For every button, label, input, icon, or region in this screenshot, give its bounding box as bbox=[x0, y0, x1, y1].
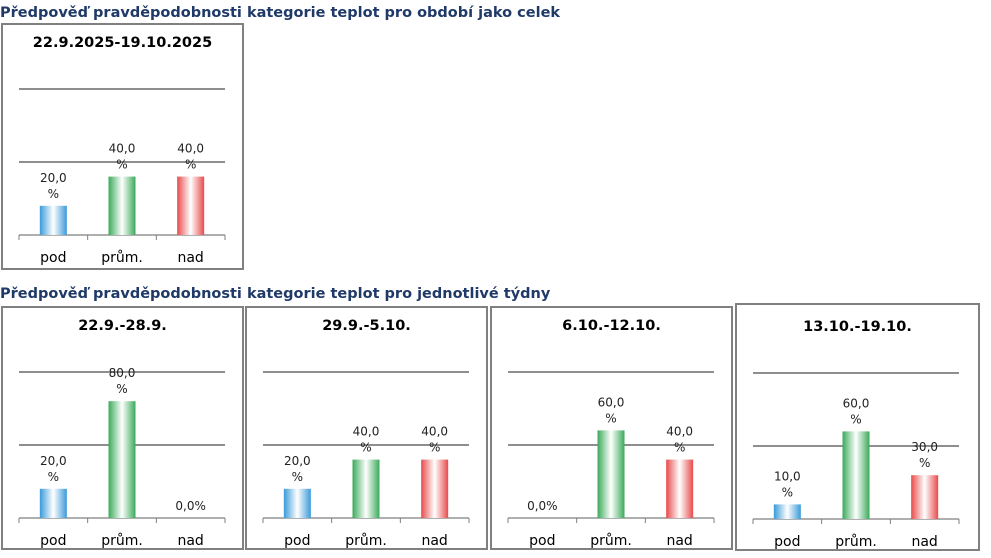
bar-nad bbox=[177, 176, 205, 235]
value-label-prum: 60,0% bbox=[843, 396, 870, 426]
chart-title: 22.9.2025-19.10.2025 bbox=[32, 35, 213, 51]
bar-chart: 20,0 % pod 80,0 % prům. 0,0% nad bbox=[18, 366, 226, 549]
value-label-pod: 20,0% bbox=[40, 454, 67, 484]
bar-prum bbox=[597, 430, 625, 518]
value-label-nad: 40,0% bbox=[666, 425, 693, 455]
category-label-pod: pod bbox=[40, 533, 66, 549]
chart-panel-week-4: 13.10.-19.10. 10,0% pod 60,0% prům. 30,0% nad bbox=[735, 303, 980, 551]
bar-prum bbox=[108, 401, 136, 518]
category-label-prum: prům. bbox=[101, 533, 143, 549]
period-section-title: Předpověď pravděpodobnosti kategorie tep… bbox=[0, 5, 561, 21]
value-label-pod: 20,0% bbox=[284, 454, 311, 484]
weekly-section-title: Předpověď pravděpodobnosti kategorie tep… bbox=[0, 286, 551, 302]
bar-nad bbox=[911, 475, 939, 519]
bar-nad bbox=[666, 459, 694, 518]
category-label-pod: pod bbox=[40, 250, 66, 266]
bar-chart: 20,0 % pod 40,0 % prům. 40,0 % nad bbox=[262, 371, 470, 549]
chart-panel-week-2: 29.9.-5.10. 20,0% pod 40,0% prům. 40,0% nad bbox=[245, 306, 488, 550]
value-label-nad: 40,0% bbox=[421, 425, 448, 455]
chart-title: 22.9.-28.9. bbox=[78, 318, 167, 334]
category-label-prum: prům. bbox=[345, 533, 387, 549]
value-label-nad: 30,0% bbox=[911, 440, 938, 470]
chart-title: 6.10.-12.10. bbox=[562, 318, 661, 334]
category-label-nad: nad bbox=[177, 250, 203, 266]
value-label-prum: 40,0% bbox=[109, 142, 136, 172]
category-label-nad: nad bbox=[421, 533, 447, 549]
value-label-pod: 0,0% bbox=[527, 499, 558, 513]
bar-prum bbox=[842, 431, 870, 519]
chart-panel-period: 22.9.2025-19.10.2025 20,0% pod 40,0% prům. 4… bbox=[1, 23, 244, 270]
value-label-nad: 40,0% bbox=[177, 142, 204, 172]
chart-title: 13.10.-19.10. bbox=[803, 319, 912, 335]
bar-pod bbox=[39, 488, 67, 518]
category-label-prum: prům. bbox=[101, 250, 143, 266]
category-label-prum: prům. bbox=[590, 533, 632, 549]
bar-chart: 20,0 % pod 40,0 % prům. 40,0 % nad bbox=[18, 88, 226, 266]
bar-nad bbox=[421, 459, 449, 518]
bar-prum bbox=[108, 176, 136, 235]
category-label-nad: nad bbox=[911, 534, 937, 550]
category-label-nad: nad bbox=[177, 533, 203, 549]
bar-pod bbox=[39, 205, 67, 235]
chart-title: 29.9.-5.10. bbox=[322, 318, 411, 334]
bar-prum bbox=[352, 459, 380, 518]
category-label-prum: prům. bbox=[835, 534, 877, 550]
value-label-prum: 40,0% bbox=[353, 425, 380, 455]
category-label-pod: pod bbox=[284, 533, 310, 549]
value-label-nad: 0,0% bbox=[175, 499, 206, 513]
chart-panel-week-1: 22.9.-28.9. 20,0% pod 80,0% prům. 0,0% nad bbox=[1, 306, 244, 550]
value-label-pod: 10,0% bbox=[774, 469, 801, 499]
bar-chart: 0,0% pod 60,0 % prům. 40,0 % nad bbox=[507, 371, 715, 549]
category-label-nad: nad bbox=[666, 533, 692, 549]
bar-chart: 10,0 % pod 60,0 % prům. 30,0 % nad bbox=[752, 372, 960, 550]
value-label-prum: 80,0% bbox=[109, 366, 136, 396]
chart-panel-week-3: 6.10.-12.10. 0,0% pod 60,0% prům. 40,0% nad bbox=[490, 306, 733, 550]
value-label-prum: 60,0% bbox=[598, 395, 625, 425]
category-label-pod: pod bbox=[529, 533, 555, 549]
bar-pod bbox=[283, 488, 311, 518]
bar-pod bbox=[773, 504, 801, 519]
category-label-pod: pod bbox=[774, 534, 800, 550]
value-label-pod: 20,0% bbox=[40, 171, 67, 201]
